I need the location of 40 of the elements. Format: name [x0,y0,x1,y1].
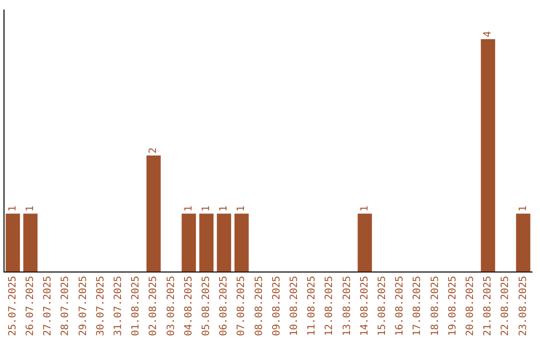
data-label: 4 [482,31,494,38]
data-label: 1 [218,206,230,212]
x-tick-label: 12.08.2025 [324,276,336,336]
data-label: 1 [7,206,18,212]
x-tick-label: 06.08.2025 [218,276,230,336]
x-tick-label: 27.07.2025 [42,276,54,336]
data-label: 1 [183,206,194,212]
x-tick-label: 29.07.2025 [78,276,89,336]
data-label: 1 [236,206,248,212]
data-label: 1 [518,206,529,212]
x-tick-label: 02.08.2025 [148,276,160,336]
x-tick-label: 11.08.2025 [306,276,318,336]
x-tick-label: 25.07.2025 [7,276,18,336]
x-tick-label: 07.08.2025 [236,276,248,336]
data-label: 1 [200,206,212,212]
x-tick-label: 10.08.2025 [288,276,300,336]
x-tick-label: 01.08.2025 [130,276,142,336]
x-tick-label: 16.08.2025 [394,276,406,336]
x-tick-label: 09.08.2025 [271,276,282,336]
data-label: 1 [24,206,36,212]
x-tick-label: 03.08.2025 [166,276,177,336]
x-tick-label: 18.08.2025 [430,276,441,336]
x-tick-label: 21.08.2025 [482,276,494,336]
x-tick-label: 31.07.2025 [112,276,124,336]
x-tick-label: 19.08.2025 [447,276,458,336]
x-tick-label: 20.08.2025 [464,276,476,336]
x-tick-label: 08.08.2025 [254,276,265,336]
data-label: 2 [148,147,160,154]
x-tick-label: 17.08.2025 [412,276,424,336]
x-tick-label: 05.08.2025 [200,276,212,336]
x-tick-label: 04.08.2025 [183,276,194,336]
x-tick-label: 30.07.2025 [95,276,106,336]
x-tick-label: 28.07.2025 [60,276,72,336]
x-tick-label: 26.07.2025 [24,276,36,336]
data-label: 1 [359,206,370,212]
x-tick-label: 15.08.2025 [376,276,388,336]
x-tick-label: 23.08.2025 [518,276,529,336]
x-tick-label: 14.08.2025 [359,276,370,336]
x-tick-label: 13.08.2025 [342,276,353,336]
x-tick-label: 22.08.2025 [500,276,512,336]
